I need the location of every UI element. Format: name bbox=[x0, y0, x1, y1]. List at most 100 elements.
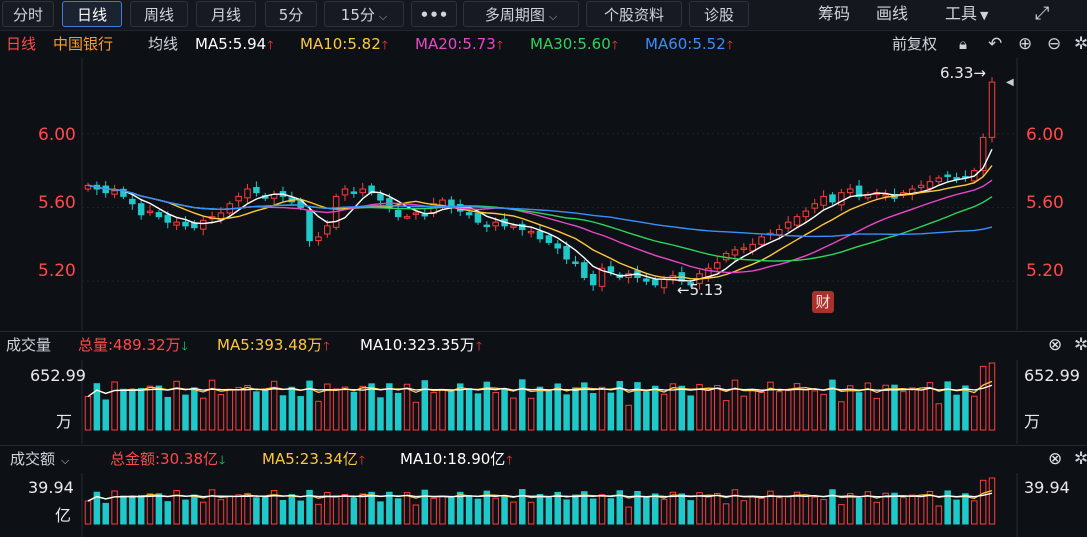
period-tab-4[interactable]: 5分 bbox=[265, 1, 317, 27]
period-tab-2[interactable]: 周线 bbox=[130, 1, 188, 27]
volume-title[interactable]: 成交量 bbox=[6, 336, 52, 354]
volume-bar bbox=[288, 386, 296, 431]
candle-body bbox=[412, 212, 420, 215]
finance-badge[interactable]: 财 bbox=[812, 291, 834, 313]
amount-bar bbox=[377, 501, 384, 525]
volume-bar bbox=[262, 390, 269, 431]
volume-bar bbox=[758, 392, 765, 431]
amount-bar bbox=[908, 494, 916, 525]
volume-bar bbox=[634, 382, 641, 431]
volume-bar bbox=[722, 400, 730, 431]
candle-body bbox=[829, 194, 836, 203]
ma30-value: MA30:5.60🡑 bbox=[530, 31, 618, 58]
volume-bar bbox=[554, 383, 561, 431]
tools-dropdown[interactable]: 工具 ▼ bbox=[945, 1, 988, 27]
candle-body bbox=[182, 221, 189, 227]
stock-info-button[interactable]: 个股资料 bbox=[586, 1, 682, 27]
amount-bar bbox=[456, 491, 464, 525]
multi-period-dropdown[interactable]: 多周期图 ⌵ bbox=[463, 1, 579, 27]
close-panel-icon[interactable]: ⊗ bbox=[1048, 449, 1063, 469]
candle-body bbox=[988, 81, 996, 138]
close-panel-icon[interactable]: ⊗ bbox=[1048, 335, 1063, 355]
candle-body bbox=[492, 221, 499, 227]
candle-body bbox=[820, 195, 827, 206]
candle-body bbox=[563, 245, 570, 260]
candle-body bbox=[838, 192, 845, 206]
lock-icon[interactable]: 🔒︎ bbox=[959, 35, 967, 53]
amount-bar bbox=[811, 496, 818, 525]
candle-body bbox=[545, 235, 553, 243]
amount-axis-left-top: 39.94 bbox=[28, 478, 74, 497]
volume-bar bbox=[873, 397, 881, 431]
fullscreen-icon[interactable]: ⤢ bbox=[1035, 3, 1050, 24]
volume-bar bbox=[563, 394, 570, 431]
amount-bar bbox=[554, 491, 561, 525]
volume-bar bbox=[811, 390, 818, 431]
volume-bar bbox=[456, 383, 464, 431]
more-button[interactable]: ••• bbox=[411, 1, 457, 27]
amount-bar bbox=[625, 506, 632, 525]
zoom-out-icon[interactable]: ⊖ bbox=[1047, 34, 1062, 54]
volume-bar bbox=[971, 395, 978, 431]
volume-bar bbox=[625, 404, 632, 431]
volume-bar bbox=[740, 395, 748, 431]
candle-body bbox=[244, 188, 251, 199]
volume-bar bbox=[501, 388, 508, 431]
volume-bar bbox=[492, 391, 499, 431]
amount-bar bbox=[705, 496, 712, 525]
volume-bar bbox=[917, 389, 925, 431]
settings-icon[interactable]: ✲ bbox=[1074, 335, 1087, 355]
volume-bar bbox=[589, 393, 597, 431]
diagnose-button[interactable]: 诊股 bbox=[689, 1, 749, 27]
amount-bar bbox=[953, 499, 960, 525]
amount-bar bbox=[696, 492, 703, 525]
undo-icon[interactable]: ↶ bbox=[988, 34, 1003, 54]
volume-bar bbox=[953, 394, 960, 431]
volume-bar bbox=[581, 382, 588, 431]
amount-bar bbox=[253, 497, 260, 525]
volume-bar bbox=[988, 362, 996, 431]
volume-ma10-line bbox=[87, 384, 993, 398]
volume-bar bbox=[802, 389, 810, 431]
ma-label[interactable]: 均线 bbox=[148, 35, 179, 53]
candle-body bbox=[589, 274, 597, 286]
amount-title[interactable]: 成交额 ⌵ bbox=[10, 446, 69, 474]
period-tab-3[interactable]: 月线 bbox=[196, 1, 256, 27]
amount-ma5-text: MA5:23.34亿 bbox=[262, 450, 358, 468]
candle-body bbox=[129, 198, 136, 205]
volume-bar bbox=[93, 383, 101, 431]
amount-axis-right-top: 39.94 bbox=[1024, 478, 1070, 497]
adjust-mode[interactable]: 前复权 bbox=[892, 35, 938, 53]
draw-button[interactable]: 画线 bbox=[876, 4, 909, 23]
settings-icon[interactable]: ✲ bbox=[1074, 449, 1087, 469]
amount-ma5: MA5:23.34亿🡑 bbox=[262, 446, 365, 473]
ma5-value: MA5:5.94🡑 bbox=[195, 31, 273, 58]
amount-bar bbox=[527, 501, 535, 525]
amount-bar bbox=[421, 489, 429, 525]
volume-bar bbox=[297, 396, 304, 431]
volume-ma5: MA5:393.48万🡑 bbox=[217, 332, 330, 359]
period-tab-0[interactable]: 分时 bbox=[2, 1, 54, 27]
amount-bar bbox=[270, 490, 278, 525]
caret-down-icon: ▼ bbox=[980, 9, 989, 22]
ma10-value: MA10:5.82🡑 bbox=[300, 31, 388, 58]
chip-button[interactable]: 筹码 bbox=[818, 4, 851, 23]
period-tab-1[interactable]: 日线 bbox=[62, 1, 122, 27]
chevron-down-icon: ⌵ bbox=[61, 454, 70, 467]
candle-body bbox=[598, 267, 606, 287]
volume-bar bbox=[199, 397, 207, 431]
volume-bar bbox=[882, 384, 889, 431]
volume-bar bbox=[394, 392, 402, 431]
amount-bar bbox=[598, 494, 606, 525]
period-tab-5[interactable]: 15分 ⌵ bbox=[324, 1, 404, 27]
volume-bar bbox=[279, 395, 287, 431]
settings-icon[interactable]: ✲ bbox=[1074, 34, 1087, 54]
candle-body bbox=[953, 177, 960, 180]
amount-bar bbox=[758, 497, 765, 525]
period-tab-label: 周线 bbox=[143, 6, 174, 24]
volume-ma10-text: MA10:323.35万 bbox=[360, 336, 475, 354]
amount-bar bbox=[669, 491, 677, 525]
zoom-in-icon[interactable]: ⊕ bbox=[1018, 34, 1033, 54]
amount-bar bbox=[306, 489, 313, 525]
